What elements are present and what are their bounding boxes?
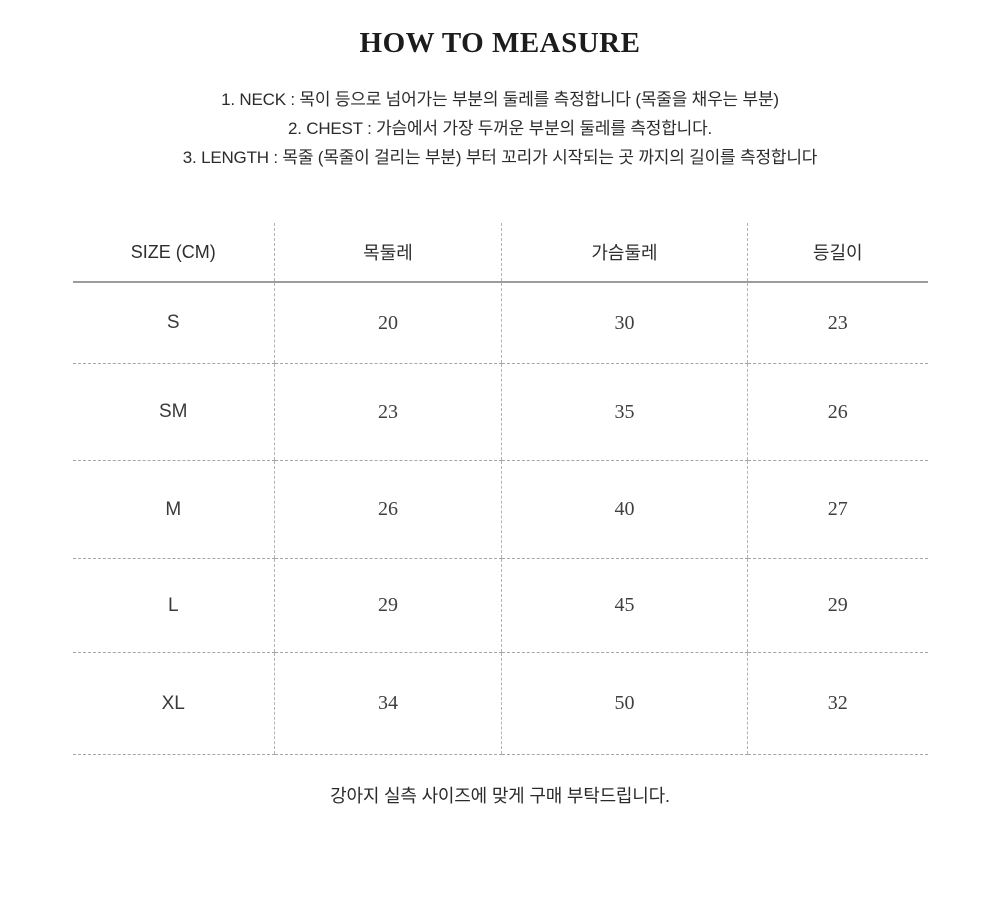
instruction-neck: 1. NECK : 목이 등으로 넘어가는 부분의 둘레를 측정합니다 (목줄을… [221,90,779,109]
chest-cell: 50 [501,652,748,755]
page-title: HOW TO MEASURE [359,27,641,59]
size-cell: M [72,460,275,559]
chest-cell: 30 [501,282,748,364]
table-row-l: L 29 45 29 [72,558,928,653]
table-row-xl: XL 34 50 32 [72,652,928,755]
chest-cell: 45 [501,558,748,653]
back-cell: 27 [747,460,928,559]
column-header-neck: 목둘레 [274,223,502,283]
size-cell: S [72,282,275,364]
size-cell: SM [72,363,275,461]
size-cell: L [72,558,275,653]
instruction-length: 3. LENGTH : 목줄 (목줄이 걸리는 부분) 부터 꼬리가 시작되는 … [182,148,818,167]
instruction-chest: 2. CHEST : 가슴에서 가장 두꺼운 부분의 둘레를 측정합니다. [287,119,713,138]
purchase-note: 강아지 실측 사이즈에 맞게 구매 부탁드립니다. [330,786,670,806]
neck-cell: 23 [274,363,502,461]
neck-cell: 29 [274,558,502,653]
measure-instructions: 1. NECK : 목이 등으로 넘어가는 부분의 둘레를 측정합니다 (목줄을… [0,85,1000,172]
column-header-back: 등길이 [747,223,928,283]
neck-cell: 20 [274,282,502,364]
chest-cell: 35 [501,363,748,461]
back-cell: 23 [747,282,928,364]
table-row-sm: SM 23 35 26 [72,363,928,461]
size-chart-table: SIZE (CM) 목둘레 가슴둘레 등길이 S 20 30 23 SM 23 … [72,223,928,755]
back-cell: 32 [747,652,928,755]
column-header-chest: 가슴둘레 [501,223,748,283]
table-row-s: S 20 30 23 [72,282,928,364]
back-cell: 26 [747,363,928,461]
neck-cell: 26 [274,460,502,559]
table-header-row: SIZE (CM) 목둘레 가슴둘레 등길이 [72,223,928,283]
size-cell: XL [72,652,275,755]
back-cell: 29 [747,558,928,653]
table-row-m: M 26 40 27 [72,460,928,559]
chest-cell: 40 [501,460,748,559]
column-header-size: SIZE (CM) [72,223,275,283]
neck-cell: 34 [274,652,502,755]
